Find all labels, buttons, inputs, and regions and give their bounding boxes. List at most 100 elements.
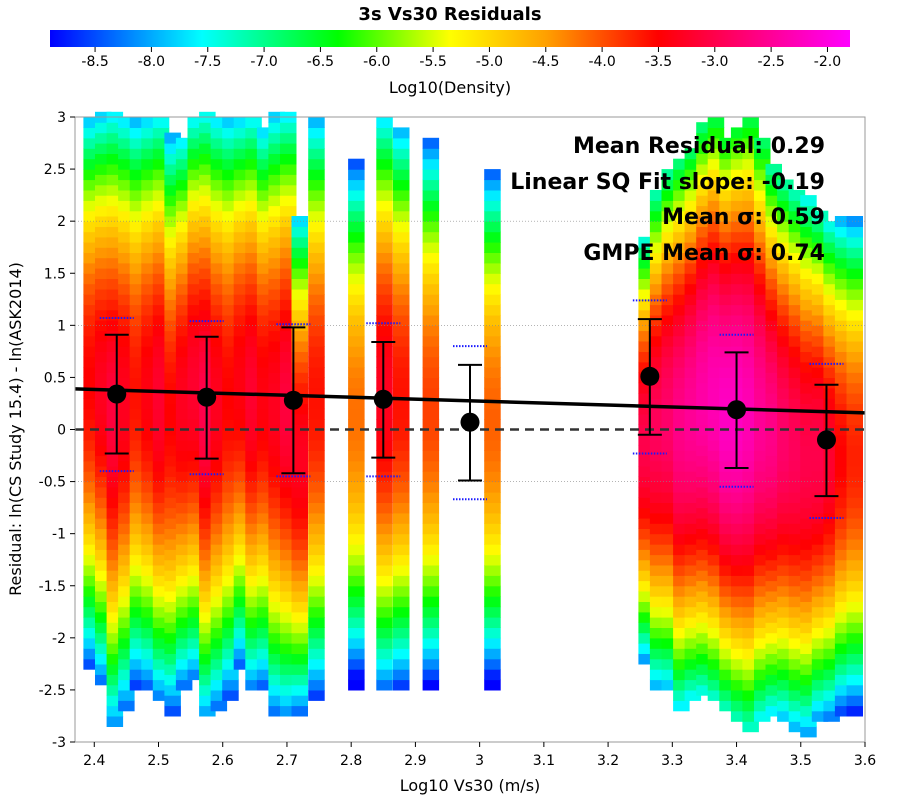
heatmap-cell	[348, 377, 365, 389]
heatmap-cell	[422, 262, 440, 274]
heatmap-cell	[106, 299, 124, 311]
heatmap-cell	[291, 653, 308, 665]
heatmap-cell	[141, 127, 158, 139]
heatmap-cell	[175, 346, 193, 358]
heatmap-cell	[210, 450, 228, 462]
heatmap-cell	[83, 617, 100, 628]
heatmap-cell	[106, 601, 124, 613]
heatmap-cell	[268, 257, 285, 269]
heatmap-cell	[719, 439, 736, 451]
heatmap-cell	[141, 231, 158, 243]
heatmap-cell	[106, 653, 124, 665]
heatmap-cell	[376, 544, 393, 556]
heatmap-cell	[422, 294, 440, 306]
heatmap-cell	[696, 611, 713, 623]
heatmap-cell	[484, 637, 501, 649]
heatmap-cell	[777, 221, 794, 233]
heatmap-cell	[684, 335, 702, 347]
heatmap-cell	[393, 669, 410, 681]
heatmap-cell	[210, 158, 228, 170]
heatmap-cell	[164, 476, 181, 488]
heatmap-cell	[707, 648, 725, 660]
heatmap-cell	[268, 268, 285, 279]
colorbar-tick-label: -4.5	[532, 54, 559, 70]
heatmap-cell	[730, 377, 748, 389]
heatmap-cell	[484, 564, 501, 576]
heatmap-cell	[256, 512, 274, 524]
heatmap-cell	[291, 455, 308, 467]
heatmap-cell	[800, 611, 817, 623]
heatmap-cell	[661, 648, 678, 660]
heatmap-cell	[484, 221, 501, 233]
heatmap-cell	[233, 356, 251, 368]
heatmap-cell	[268, 143, 285, 154]
heatmap-cell	[742, 492, 759, 503]
heatmap-cell	[754, 669, 771, 681]
heatmap-cell	[800, 216, 817, 227]
heatmap-cell	[823, 523, 840, 535]
heatmap-cell	[164, 684, 181, 696]
heatmap-cell	[422, 231, 440, 243]
heatmap-cell	[95, 403, 112, 415]
heatmap-cell	[164, 361, 181, 373]
heatmap-cell	[823, 367, 840, 378]
heatmap-cell	[152, 419, 170, 431]
heatmap-cell	[777, 262, 794, 274]
heatmap-cell	[245, 429, 262, 441]
heatmap-cell	[719, 158, 736, 170]
heatmap-cell	[846, 643, 863, 654]
heatmap-cell	[393, 387, 410, 399]
heatmap-cell	[129, 460, 147, 472]
heatmap-cell	[484, 523, 501, 535]
heatmap-cell	[187, 262, 204, 274]
chart-title: 3s Vs30 Residuals	[358, 4, 541, 25]
heatmap-cell	[788, 554, 806, 566]
heatmap-cell	[846, 684, 863, 696]
heatmap-cell	[684, 564, 702, 576]
heatmap-cell	[754, 460, 771, 472]
heatmap-cell	[788, 637, 806, 649]
heatmap-cell	[673, 492, 690, 503]
heatmap-cell	[684, 627, 702, 639]
heatmap-cell	[638, 528, 655, 540]
heatmap-cell	[376, 252, 393, 264]
heatmap-cell	[730, 210, 748, 222]
heatmap-cell	[834, 528, 852, 540]
heatmap-cell	[765, 591, 782, 602]
heatmap-cell	[187, 648, 204, 660]
heatmap-cell	[811, 585, 829, 597]
heatmap-cell	[696, 684, 713, 696]
heatmap-cell	[308, 585, 325, 597]
heatmap-cell	[95, 413, 112, 425]
heatmap-cell	[707, 137, 725, 149]
heatmap-cell	[684, 158, 702, 170]
heatmap-cell	[730, 492, 748, 503]
heatmap-cell	[649, 460, 667, 472]
heatmap-cell	[199, 591, 216, 602]
x-tick-label: 2.4	[83, 753, 105, 769]
heatmap-cell	[777, 367, 794, 378]
heatmap-cell	[788, 460, 806, 472]
heatmap-cell	[800, 695, 817, 707]
heatmap-cell	[673, 512, 690, 524]
heatmap-cell	[199, 580, 216, 592]
heatmap-cell	[742, 189, 759, 201]
heatmap-cell	[187, 617, 204, 628]
heatmap-cell	[199, 153, 216, 165]
heatmap-cell	[707, 283, 725, 295]
heatmap-cell	[95, 393, 112, 404]
heatmap-cell	[742, 221, 759, 233]
heatmap-cell	[106, 434, 124, 446]
heatmap-cell	[638, 507, 655, 519]
heatmap-cell	[730, 148, 748, 160]
heatmap-cell	[233, 117, 251, 128]
heatmap-cell	[164, 466, 181, 477]
heatmap-cell	[95, 570, 112, 582]
heatmap-cell	[484, 492, 501, 503]
heatmap-cell	[684, 367, 702, 378]
heatmap-cell	[376, 127, 393, 139]
heatmap-cell	[129, 648, 147, 660]
heatmap-cell	[742, 117, 759, 128]
heatmap-cell	[754, 377, 771, 389]
heatmap-cell	[777, 648, 794, 660]
